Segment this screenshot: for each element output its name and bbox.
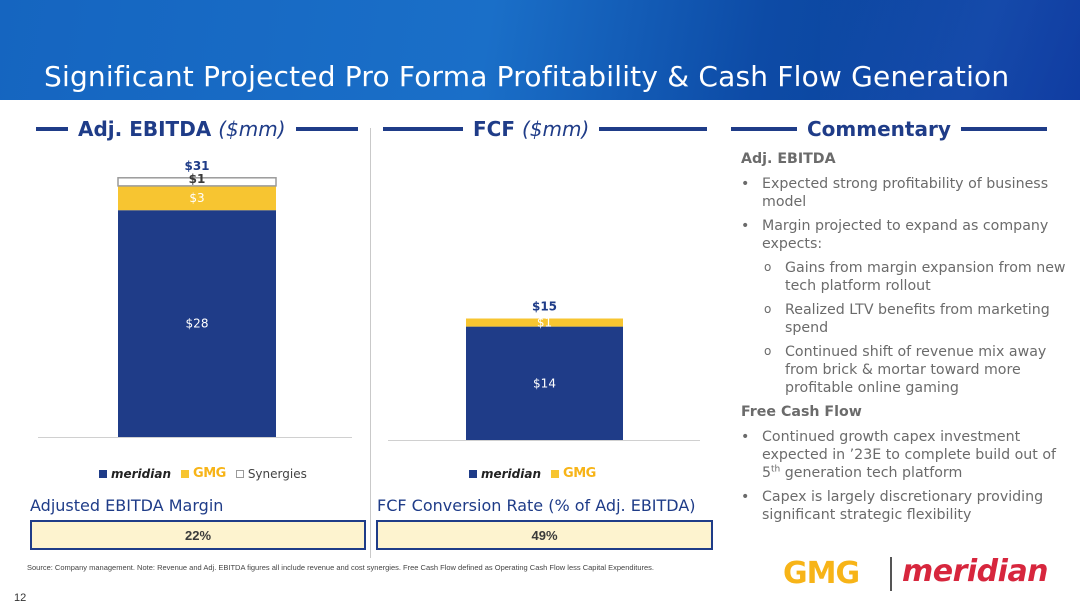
logo-separator	[890, 557, 892, 591]
bar-segment-gmg	[118, 185, 276, 211]
meridian-logo: meridian	[902, 554, 1049, 589]
legend-swatch	[99, 469, 107, 478]
header-rule-left	[383, 127, 463, 131]
ebitda-margin-value: 22%	[30, 520, 366, 550]
ebitda-section-header: Adj. EBITDA ($mm)	[36, 114, 358, 144]
header-rule-right	[960, 127, 1047, 131]
legend-item-gmg: GMG	[551, 466, 596, 481]
fcf-chart: $14$1$152023E	[380, 150, 710, 450]
fcf-section-unit: ($mm)	[521, 117, 590, 141]
commentary-bullet: Expected strong profitability of busines…	[741, 175, 1066, 211]
commentary-heading-fcf: Free Cash Flow	[741, 404, 862, 420]
page-title: Significant Projected Pro Forma Profitab…	[44, 60, 1010, 93]
commentary-bullet: Continued growth capex investment expect…	[741, 428, 1066, 482]
commentary-bullet: Capex is largely discretionary providing…	[741, 488, 1066, 524]
commentary-subbullet: Realized LTV benefits from marketing spe…	[741, 300, 1066, 337]
commentary-section-title: Commentary	[807, 117, 951, 141]
commentary-subbullet: Continued shift of revenue mix away from…	[741, 342, 1066, 397]
commentary-panel: Adj. EBITDA Expected strong profitabilit…	[741, 150, 1066, 530]
legend-item-meridian: meridian	[99, 467, 171, 481]
legend-label: meridian	[111, 466, 172, 481]
header-rule-left	[731, 127, 797, 131]
ebitda-chart: $28 $3 $1$31 2023E	[30, 150, 360, 450]
page-number: 12	[14, 592, 27, 604]
ebitda-section-unit: ($mm)	[218, 117, 286, 141]
legend-label: GMG	[193, 466, 226, 481]
total-label: $31	[184, 159, 209, 173]
title-banner: Significant Projected Pro Forma Profitab…	[0, 0, 1080, 100]
bar-segment-meridian	[466, 326, 623, 440]
commentary-section-header: Commentary	[731, 114, 1047, 144]
bullet-text: Continued growth capex investment expect…	[762, 429, 1057, 481]
header-rule-right	[295, 127, 358, 131]
legend-swatch	[551, 469, 560, 478]
column-divider	[370, 128, 371, 558]
commentary-heading-ebitda: Adj. EBITDA	[741, 151, 836, 167]
legend-swatch	[469, 469, 477, 478]
legend-item-gmg: GMG	[181, 466, 226, 481]
header-rule-right	[599, 127, 707, 131]
ebitda-legend: meridian GMG Synergies	[99, 466, 317, 481]
bar-segment-synergies	[117, 177, 277, 187]
fcf-section-header: FCF ($mm)	[383, 114, 707, 144]
ebitda-section-title: Adj. EBITDA	[78, 117, 212, 141]
bar-segment-meridian	[118, 210, 276, 437]
legend-item-synergies: Synergies	[235, 466, 307, 481]
total-label: $15	[532, 300, 557, 314]
ebitda-chart-svg: $28 $3 $1$31 2023E	[38, 159, 352, 450]
commentary-subbullet: Gains from margin expansion from new tec…	[741, 258, 1066, 295]
legend-swatch	[181, 469, 190, 478]
fcf-section-title: FCF	[473, 117, 516, 141]
legend-label: meridian	[481, 466, 542, 481]
fcf-conversion-label: FCF Conversion Rate (% of Adj. EBITDA)	[377, 496, 696, 515]
bullet-text: generation tech platform	[780, 465, 963, 481]
bullet-superscript: th	[771, 464, 781, 475]
source-footnote: Source: Company management. Note: Revenu…	[27, 563, 654, 572]
ebitda-margin-label: Adjusted EBITDA Margin	[30, 496, 224, 515]
fcf-legend: meridian GMG	[469, 466, 606, 481]
data-label: $1	[189, 172, 206, 186]
fcf-conversion-value: 49%	[376, 520, 713, 550]
bar-segment-gmg	[466, 318, 623, 327]
data-label: $1	[537, 316, 552, 330]
legend-swatch	[235, 469, 244, 478]
commentary-bullet: Margin projected to expand as company ex…	[741, 217, 1066, 253]
legend-label: Synergies	[247, 466, 307, 481]
legend-item-meridian: meridian	[469, 467, 541, 481]
gmg-logo: GMG	[783, 556, 860, 591]
legend-label: GMG	[563, 466, 596, 481]
data-label: $14	[533, 376, 556, 390]
data-label: $3	[189, 191, 204, 205]
header-rule-left	[36, 127, 68, 131]
data-label: $28	[186, 317, 209, 331]
category-label: 2023E	[175, 449, 219, 450]
fcf-chart-svg: $14$1$152023E	[388, 300, 700, 441]
